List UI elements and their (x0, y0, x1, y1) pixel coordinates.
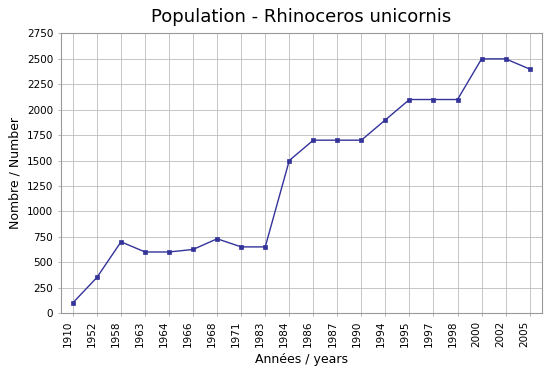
X-axis label: Années / years: Années / years (255, 353, 348, 366)
Title: Population - Rhinoceros unicornis: Population - Rhinoceros unicornis (151, 8, 452, 26)
Y-axis label: Nombre / Number: Nombre / Number (8, 117, 21, 229)
